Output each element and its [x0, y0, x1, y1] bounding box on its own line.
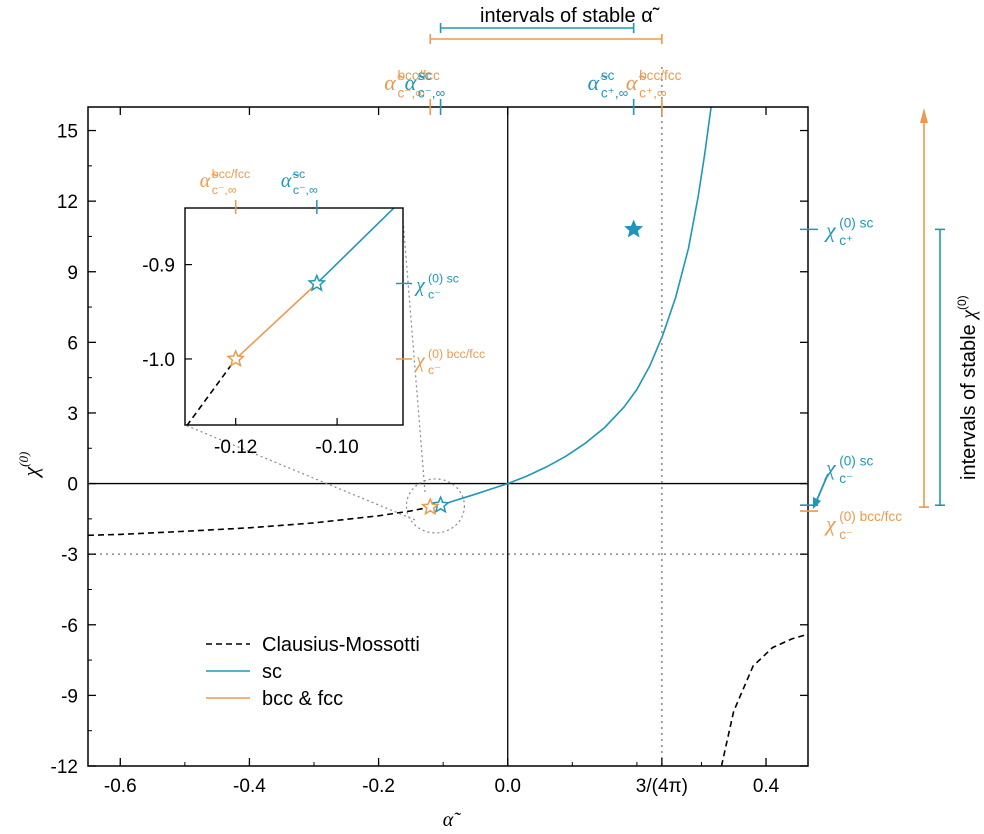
- top-label-2-sup: sc: [601, 68, 615, 83]
- legend-label: sc: [262, 661, 282, 683]
- stable-chi-title-sup: (0): [955, 295, 969, 310]
- inset-line-sc: [316, 208, 396, 285]
- y-tick-label: -3: [61, 545, 78, 566]
- inset-right-label-0-sup: (0) sc: [428, 271, 459, 285]
- plot-frame: [87, 106, 809, 767]
- right-label-2-sub: c⁻: [839, 527, 853, 542]
- inset-line-clausius-mossotti: [186, 358, 237, 425]
- right-label-1-sub: c⁻: [839, 471, 853, 486]
- inset-top-label-1-sub: c⁻,∞: [293, 183, 318, 197]
- y-tick-label: -9: [61, 686, 78, 707]
- star-marker-0: [431, 495, 451, 514]
- right-label-1-main: χ: [824, 455, 837, 480]
- top-label-2: α̃ scc⁺,∞: [588, 68, 629, 101]
- y-tick-label: -6: [61, 616, 78, 637]
- inset-top-label-1-sup: sc: [293, 167, 305, 181]
- x-tick-label: 0.4: [753, 776, 780, 797]
- inset-right-label-0: χ (0) sc c⁻: [414, 271, 459, 301]
- inset-star-sc: [307, 273, 327, 292]
- right-label-2-sup: (0) bcc/fcc: [839, 509, 902, 524]
- inset-y-tick-label: -1.0: [142, 350, 175, 371]
- stable-chi-title-symbol: χ: [958, 309, 980, 321]
- star-marker-1: [420, 497, 440, 516]
- inset-right-label-0-sub: c⁻: [428, 287, 441, 301]
- series-line-clausius-mossotti-0: [88, 503, 444, 537]
- x-axis-label: α̃: [443, 809, 461, 831]
- top-label-0-sub: c⁻,∞: [397, 86, 425, 101]
- top-label-1-sub: c⁻,∞: [418, 86, 446, 101]
- stable-chi-arrowhead: [920, 108, 928, 123]
- y-tick-label: 3: [67, 404, 78, 425]
- inset-top-label-0-sup: bcc/fcc: [212, 167, 251, 181]
- legend-label: Clausius-Mossotti: [262, 634, 420, 656]
- top-label-3-sup: bcc/fcc: [639, 68, 682, 83]
- inset-y-tick-label: -0.9: [142, 256, 175, 277]
- y-tick-label: 9: [67, 263, 78, 284]
- inset-x-tick-label: -0.10: [315, 437, 358, 458]
- stable-chi-title: intervals of stable χ(0): [955, 295, 980, 480]
- inset-right-label-1: χ (0) bcc/fcc c⁻: [414, 347, 485, 377]
- legend-label: bcc & fcc: [262, 688, 343, 710]
- y-axis-label: χ(0): [16, 452, 43, 479]
- inset-connector: [184, 424, 416, 521]
- inset-right-label-0-main: χ: [414, 274, 426, 296]
- x-tick-label: -0.2: [362, 776, 395, 797]
- inset-right-label-1-sup: (0) bcc/fcc: [428, 347, 485, 361]
- stable-alpha-title: intervals of stable α̃: [480, 5, 660, 27]
- plot-area: [88, 107, 808, 766]
- top-label-1-sup: sc: [418, 68, 432, 83]
- right-label-0: χ (0) sc c⁺: [824, 215, 873, 248]
- x-tick-label: 0.0: [495, 776, 521, 797]
- top-label-2-sub: c⁺,∞: [601, 86, 629, 101]
- right-label-1-sup: (0) sc: [839, 453, 873, 468]
- inset-top-label-1: α̃ scc⁻,∞: [281, 167, 318, 197]
- y-tick-label: -12: [51, 757, 78, 778]
- right-label-0-sub: c⁺: [839, 233, 853, 248]
- series-line-sc-0: [440, 107, 712, 506]
- inset-star-bcc-fcc: [226, 349, 246, 367]
- top-label-0-sup: bcc/fcc: [397, 68, 440, 83]
- right-label-2: χ (0) bcc/fcc c⁻: [824, 509, 902, 542]
- inset-top-label-0-sub: c⁻,∞: [212, 183, 237, 197]
- sc-label-arrow: [815, 473, 829, 503]
- inset-connector: [402, 219, 426, 493]
- inset-frame: [184, 207, 404, 426]
- x-tick-label: 3/(4π): [636, 776, 688, 797]
- y-tick-label: 0: [67, 475, 78, 496]
- right-label-0-main: χ: [824, 217, 837, 242]
- inset-right-label-1-main: χ: [414, 350, 426, 372]
- inset-background: [185, 208, 403, 425]
- x-tick-label: -0.4: [233, 776, 266, 797]
- right-label-2-main: χ: [824, 511, 837, 536]
- y-tick-label: 6: [67, 333, 78, 354]
- right-label-0-sup: (0) sc: [839, 215, 873, 230]
- top-label-1: α̃ scc⁻,∞: [405, 68, 446, 101]
- zoom-circle: [405, 478, 466, 534]
- y-tick-label: 12: [57, 192, 78, 213]
- y-tick-label: 15: [57, 122, 78, 143]
- x-tick-label: -0.6: [104, 776, 137, 797]
- inset-line-bcc-fcc: [235, 282, 318, 360]
- inset-x-tick-label: -0.12: [214, 437, 257, 458]
- sc-label-arrowhead: [813, 497, 821, 509]
- inset-plot-area: [186, 208, 396, 425]
- inset-right-label-1-sub: c⁻: [428, 363, 441, 377]
- y-axis-label-sup: (0): [16, 452, 31, 467]
- right-label-1: χ (0) sc c⁻: [824, 453, 873, 486]
- top-label-3-sub: c⁺,∞: [639, 86, 667, 101]
- series-line-clausius-mossotti-1: [720, 633, 808, 766]
- star-marker-2: [624, 219, 644, 238]
